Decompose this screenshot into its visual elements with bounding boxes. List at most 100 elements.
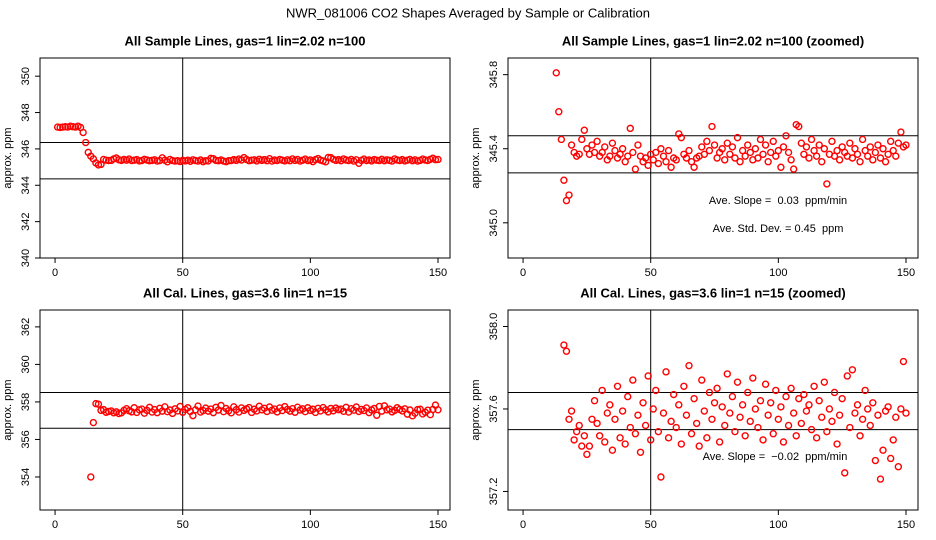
plot-frame <box>507 309 919 511</box>
data-point <box>777 403 785 411</box>
data-point <box>848 154 857 162</box>
data-point <box>629 376 637 384</box>
data-point <box>87 473 95 481</box>
data-point <box>779 438 788 446</box>
data-point <box>897 128 905 136</box>
data-point <box>698 143 706 151</box>
data-point <box>680 382 688 390</box>
data-point <box>744 141 752 149</box>
data-point <box>800 150 808 158</box>
data-point <box>741 152 749 160</box>
data-point <box>718 145 726 153</box>
x-tick-label: 50 <box>177 267 189 279</box>
data-point <box>634 411 642 419</box>
data-point <box>812 434 821 442</box>
data-point <box>774 146 783 155</box>
data-point <box>601 143 609 151</box>
data-point <box>886 137 895 146</box>
data-point <box>685 146 693 155</box>
data-point <box>555 108 563 116</box>
y-tick-label: 358.0 <box>488 313 500 341</box>
data-point <box>838 394 846 403</box>
data-point <box>871 456 880 465</box>
data-point <box>560 176 568 184</box>
data-point <box>818 413 826 421</box>
data-point <box>853 150 862 158</box>
data-point <box>675 401 683 409</box>
data-point <box>876 475 885 483</box>
data-point <box>685 361 693 370</box>
data-point <box>626 124 634 133</box>
data-point <box>705 388 714 397</box>
data-point <box>601 438 609 446</box>
annotation: Ave. Slope = 0.03 ppm/min <box>709 195 847 207</box>
data-point <box>654 159 663 168</box>
data-point <box>800 390 808 399</box>
data-point <box>858 135 867 144</box>
data-point <box>654 427 663 436</box>
data-point <box>562 347 571 355</box>
data-point <box>631 165 640 173</box>
y-tick-label: 344 <box>20 176 32 194</box>
data-point <box>434 406 442 414</box>
data-point <box>823 427 831 436</box>
data-point <box>89 418 98 427</box>
x-tick-label: 100 <box>301 267 319 279</box>
y-tick-label: 358 <box>20 393 32 411</box>
data-point <box>606 401 614 409</box>
data-point <box>851 409 859 417</box>
data-point <box>744 388 752 397</box>
data-point <box>572 427 581 436</box>
data-point <box>899 357 908 366</box>
y-axis-label: approx. ppm <box>470 379 482 440</box>
data-point <box>784 148 793 157</box>
data-point <box>774 415 783 423</box>
x-tick-label: 100 <box>769 519 787 531</box>
data-point <box>761 380 770 388</box>
data-point <box>843 372 851 380</box>
data-point <box>894 139 903 147</box>
data-point <box>629 148 637 157</box>
data-point <box>784 421 793 430</box>
data-point <box>649 156 657 164</box>
data-point <box>782 392 790 401</box>
data-point <box>886 454 895 463</box>
data-point <box>94 400 103 408</box>
data-point <box>830 388 839 397</box>
annotation: Ave. Slope = −0.02 ppm/min <box>703 451 848 463</box>
data-point <box>828 417 836 426</box>
data-point <box>738 401 747 409</box>
data-point <box>779 143 788 151</box>
data-point <box>618 145 627 153</box>
x-tick-label: 0 <box>520 267 526 279</box>
data-point <box>766 399 775 407</box>
y-tick-label: 357.6 <box>488 395 500 423</box>
data-point <box>902 409 910 417</box>
data-point <box>756 135 765 144</box>
data-point <box>606 152 614 160</box>
data-point <box>818 158 826 166</box>
data-point <box>700 407 709 415</box>
data-point <box>751 145 760 153</box>
data-point <box>624 152 632 160</box>
data-point <box>728 392 737 401</box>
data-point <box>864 152 872 160</box>
data-point <box>634 141 642 149</box>
data-point <box>567 141 576 149</box>
y-tick-label: 360 <box>20 355 32 373</box>
data-point <box>657 473 665 481</box>
data-point <box>772 386 780 395</box>
data-point <box>766 148 775 157</box>
data-point <box>647 436 655 444</box>
y-tick-label: 348 <box>20 103 32 121</box>
data-point <box>856 432 864 440</box>
data-point <box>616 434 624 442</box>
data-point <box>810 382 818 390</box>
panel-title: All Sample Lines, gas=1 lin=2.02 n=100 (… <box>562 33 864 48</box>
data-point <box>644 372 652 380</box>
data-point <box>598 386 606 395</box>
data-point <box>731 427 739 436</box>
x-tick-label: 50 <box>645 519 657 531</box>
plot-frame <box>39 57 451 259</box>
